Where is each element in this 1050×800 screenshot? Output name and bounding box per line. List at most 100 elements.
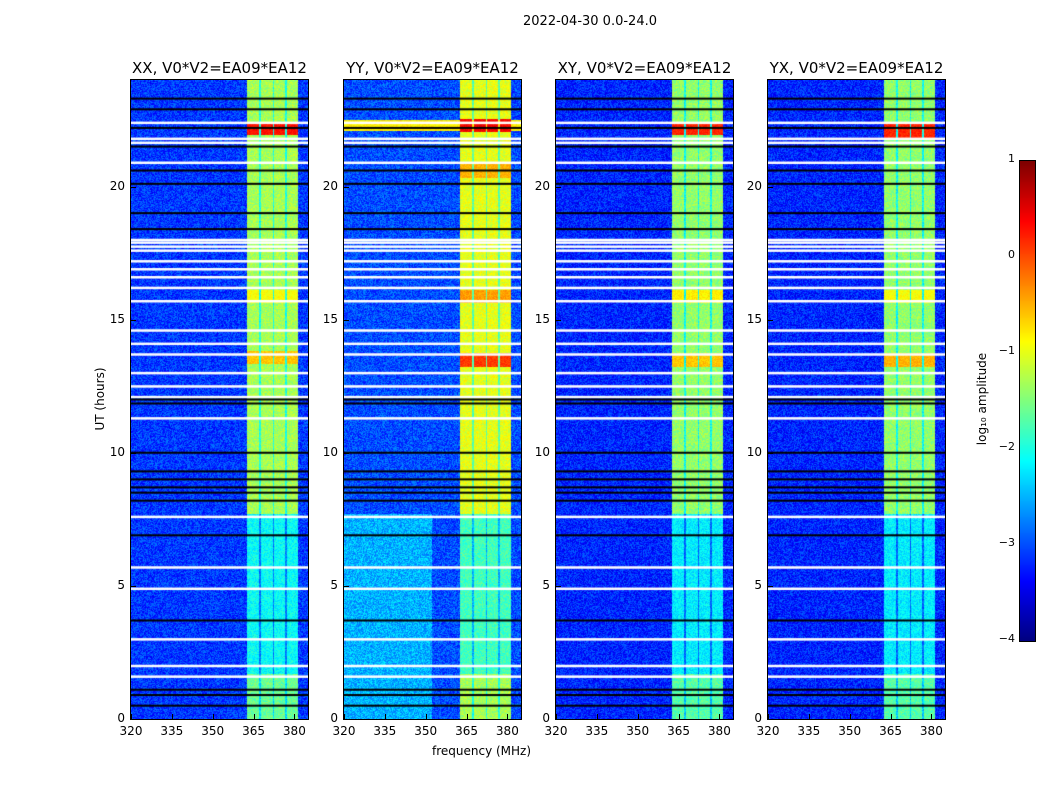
y-tick-mark — [768, 719, 773, 720]
y-tick-mark — [556, 585, 561, 587]
y-tick-mark — [344, 719, 349, 720]
panel-title: YY, V0*V2=EA09*EA12 — [346, 59, 519, 77]
y-tick-label: 10 — [109, 444, 125, 459]
x-tick-label: 335 — [585, 724, 609, 738]
x-tick-label: 380 — [707, 724, 731, 738]
heatmap-image — [768, 80, 945, 719]
x-tick-label: 365 — [455, 724, 478, 738]
x-tick-mark — [719, 714, 721, 719]
heatmap-image — [556, 80, 733, 719]
y-tick-label: 20 — [109, 178, 125, 193]
y-tick-label: 0 — [542, 711, 550, 725]
y-tick-label: 5 — [754, 577, 762, 592]
y-tick-label: 20 — [534, 178, 550, 193]
x-tick-mark — [890, 714, 892, 719]
x-tick-label: 365 — [242, 724, 265, 738]
y-tick-mark — [131, 186, 136, 188]
y-tick-mark — [344, 319, 349, 321]
y-tick-mark — [768, 186, 773, 188]
figure-title: 2022-04-30 0.0-24.0 — [523, 14, 657, 29]
x-tick-label: 350 — [201, 724, 225, 738]
x-tick-label: 380 — [495, 724, 519, 738]
panel-title: YX, V0*V2=EA09*EA12 — [769, 59, 944, 77]
y-tick-label: 5 — [330, 577, 338, 592]
heatmap-panel — [767, 79, 946, 720]
x-tick-mark — [849, 714, 851, 719]
colorbar-tick-label: −2 — [998, 440, 1015, 453]
colorbar-tick-label: 0 — [1008, 248, 1015, 261]
y-tick-mark — [556, 319, 561, 321]
colorbar-gradient — [1020, 161, 1035, 641]
x-tick-label: 335 — [373, 724, 397, 738]
x-axis-label: frequency (MHz) — [432, 744, 532, 758]
panel-title: XX, V0*V2=EA09*EA12 — [132, 59, 307, 77]
x-tick-label: 320 — [756, 724, 780, 738]
x-tick-mark — [808, 714, 810, 719]
x-tick-mark — [171, 714, 173, 719]
x-tick-mark — [507, 714, 509, 719]
x-tick-mark — [212, 714, 214, 719]
x-tick-mark — [556, 714, 557, 719]
y-tick-mark — [131, 452, 136, 454]
x-tick-label: 350 — [838, 724, 862, 738]
x-tick-mark — [931, 714, 933, 719]
y-axis-label: UT (hours) — [93, 367, 107, 431]
y-tick-label: 10 — [746, 444, 762, 459]
y-tick-mark — [768, 452, 773, 454]
x-tick-mark — [768, 714, 769, 719]
x-tick-label: 320 — [332, 724, 356, 738]
y-tick-label: 15 — [746, 311, 762, 326]
y-tick-label: 0 — [117, 711, 125, 725]
heatmap-panel — [555, 79, 734, 720]
y-tick-label: 0 — [330, 711, 338, 725]
x-tick-label: 350 — [414, 724, 438, 738]
x-tick-mark — [596, 714, 598, 719]
x-tick-label: 335 — [797, 724, 821, 738]
y-tick-mark — [556, 186, 561, 188]
y-tick-label: 20 — [746, 178, 762, 193]
y-tick-mark — [556, 719, 561, 720]
x-tick-mark — [425, 714, 427, 719]
y-tick-mark — [768, 319, 773, 321]
colorbar-tick-label: 1 — [1008, 152, 1015, 165]
y-tick-label: 15 — [322, 311, 338, 326]
x-tick-label: 320 — [119, 724, 143, 738]
colorbar-tick-label: −4 — [998, 632, 1015, 645]
y-tick-label: 5 — [117, 577, 125, 592]
y-tick-mark — [344, 186, 349, 188]
x-tick-label: 365 — [667, 724, 690, 738]
x-tick-mark — [678, 714, 680, 719]
x-tick-mark — [344, 714, 345, 719]
y-tick-mark — [131, 719, 136, 720]
y-tick-label: 10 — [322, 444, 338, 459]
x-tick-mark — [466, 714, 468, 719]
y-tick-mark — [768, 585, 773, 587]
heatmap-panel — [343, 79, 522, 720]
x-tick-mark — [131, 714, 132, 719]
colorbar-tick-label: −1 — [998, 344, 1015, 357]
panel-title: XY, V0*V2=EA09*EA12 — [557, 59, 732, 77]
y-tick-label: 15 — [534, 311, 550, 326]
y-tick-label: 0 — [754, 711, 762, 725]
x-tick-mark — [384, 714, 386, 719]
x-tick-mark — [253, 714, 255, 719]
x-tick-label: 335 — [160, 724, 184, 738]
heatmap-image — [131, 80, 308, 719]
x-tick-mark — [637, 714, 639, 719]
y-tick-mark — [344, 585, 349, 587]
x-tick-label: 350 — [626, 724, 650, 738]
y-tick-mark — [131, 319, 136, 321]
heatmap-image — [344, 80, 521, 719]
colorbar-tick-label: −3 — [998, 536, 1015, 549]
x-tick-label: 365 — [879, 724, 902, 738]
y-tick-label: 15 — [109, 311, 125, 326]
colorbar-label: log₁₀ amplitude — [975, 352, 989, 446]
y-tick-mark — [344, 452, 349, 454]
heatmap-panel — [130, 79, 309, 720]
y-tick-label: 20 — [322, 178, 338, 193]
x-tick-label: 320 — [544, 724, 568, 738]
y-tick-mark — [556, 452, 561, 454]
x-tick-label: 380 — [282, 724, 306, 738]
y-tick-label: 10 — [534, 444, 550, 459]
